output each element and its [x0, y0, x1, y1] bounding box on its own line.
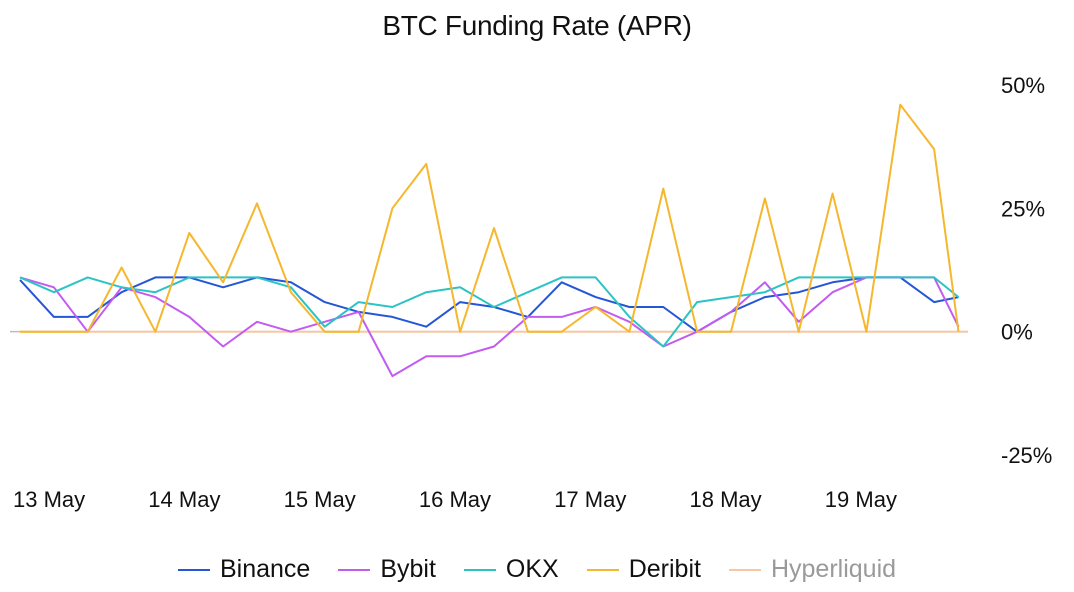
- series-line-deribit: [20, 103, 960, 333]
- legend-item-okx[interactable]: OKX: [463, 555, 559, 584]
- x-tick-label: 19 May: [825, 487, 897, 512]
- plot-area: [10, 103, 969, 378]
- series-line-okx: [19, 276, 960, 348]
- legend-item-bybit[interactable]: Bybit: [338, 555, 436, 584]
- y-axis-ticks: 50% 25% 0% -25%: [1001, 73, 1052, 468]
- x-tick-label: 17 May: [554, 487, 626, 512]
- legend-label: Binance: [219, 555, 311, 583]
- x-axis-ticks: 13 May 14 May 15 May 16 May 17 May 18 May 19 M…: [13, 487, 897, 512]
- y-tick-label: -25%: [1001, 443, 1052, 468]
- legend-swatch: [463, 568, 496, 571]
- legend-label: Bybit: [380, 555, 436, 583]
- y-tick-label: 25%: [1001, 196, 1045, 221]
- x-tick-label: 18 May: [690, 487, 762, 512]
- legend-item-deribit[interactable]: Deribit: [586, 555, 701, 584]
- legend: Binance Bybit OKX Deribit Hyperliquid: [0, 555, 1074, 584]
- series-line-bybit: [19, 276, 960, 378]
- legend-item-hyperliquid[interactable]: Hyperliquid: [728, 555, 897, 584]
- x-tick-label: 16 May: [419, 487, 491, 512]
- x-tick-label: 13 May: [13, 487, 85, 512]
- x-tick-label: 15 May: [284, 487, 356, 512]
- x-tick-label: 14 May: [148, 487, 220, 512]
- legend-item-binance[interactable]: Binance: [177, 555, 311, 584]
- y-tick-label: 50%: [1001, 73, 1045, 98]
- legend-swatch: [338, 568, 371, 571]
- legend-label: Hyperliquid: [770, 555, 897, 583]
- line-chart: 50% 25% 0% -25% 13 May 14 May 15 May 16 May 17 …: [10, 73, 1052, 512]
- legend-swatch: [586, 568, 619, 571]
- chart-title: BTC Funding Rate (APR): [382, 10, 692, 41]
- legend-label: Deribit: [628, 555, 701, 583]
- legend-swatch: [177, 568, 210, 571]
- legend-label: OKX: [505, 555, 559, 583]
- y-tick-label: 0%: [1001, 320, 1033, 345]
- legend-swatch: [728, 568, 761, 571]
